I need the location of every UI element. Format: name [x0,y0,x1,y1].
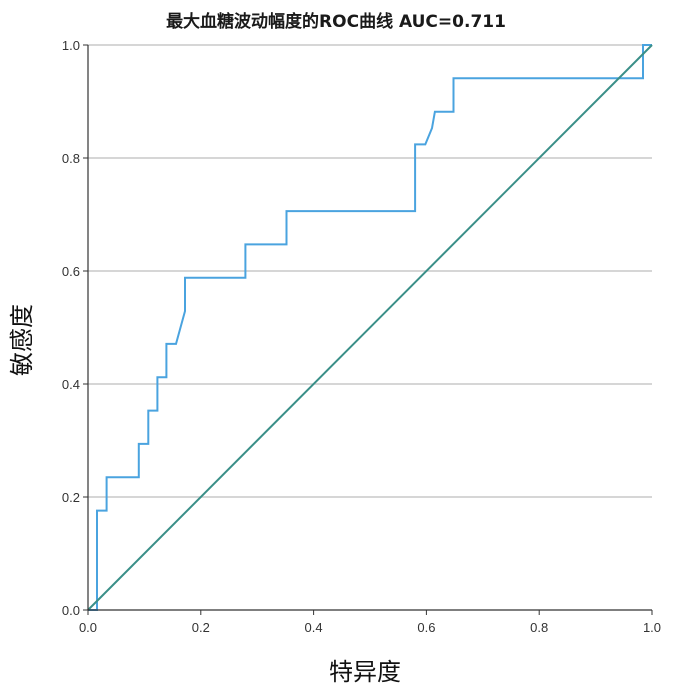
x-tick-label-0: 0.0 [79,620,97,635]
x-tick-label-3: 0.6 [417,620,435,635]
series-layer [87,44,653,611]
roc-curve-line [88,44,652,611]
y-axis-label: 敏感度 [8,304,36,376]
y-tick-label-1: 0.2 [62,490,80,505]
chart-title: 最大血糖波动幅度的ROC曲线 AUC=0.711 [166,11,506,32]
x-tick-label-1: 0.2 [192,620,210,635]
gridlines [88,44,652,498]
x-tick-label-4: 0.8 [530,620,548,635]
y-tick-label-5: 1.0 [62,38,80,53]
axes [83,44,653,615]
y-tick-label-4: 0.8 [62,151,80,166]
x-tick-label-5: 1.0 [643,620,661,635]
y-tick-label-0: 0.0 [62,603,80,618]
tick-labels: 0.0 0.2 0.4 0.6 0.8 1.0 0.0 0.2 0.4 0.6 0.8 1.0 [62,38,661,635]
x-axis-label: 特异度 [329,658,401,686]
x-tick-label-2: 0.4 [305,620,323,635]
y-tick-label-3: 0.6 [62,264,80,279]
reference-diagonal-line [87,44,653,611]
y-tick-label-2: 0.4 [62,377,80,392]
